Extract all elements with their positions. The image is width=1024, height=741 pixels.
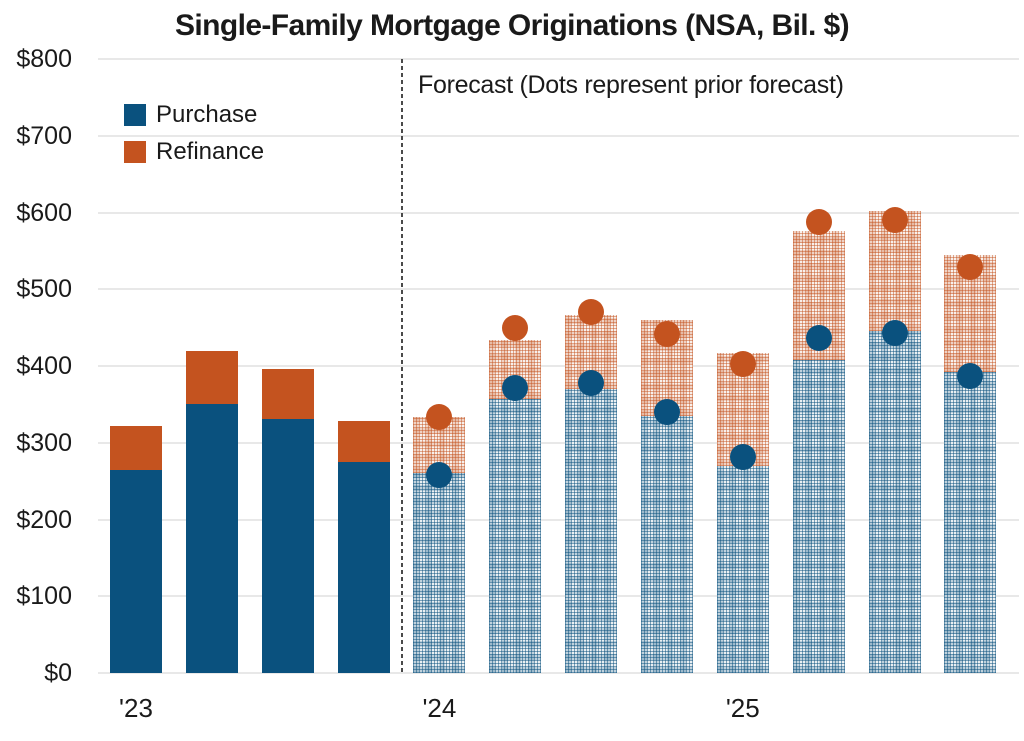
purchase-segment-25q1 bbox=[716, 465, 769, 673]
gridline-300 bbox=[98, 441, 1019, 444]
y-axis-labels: $0 $100 $200 $300 $400 $500 $600 $700 $800 bbox=[0, 45, 72, 687]
purchase-segment-24q1 bbox=[413, 473, 466, 673]
refinance-swatch-icon bbox=[124, 141, 146, 163]
purchase-segment-25q3 bbox=[868, 331, 921, 673]
legend: Purchase Refinance bbox=[124, 101, 264, 166]
y-tick-label-800: $800 bbox=[16, 45, 72, 73]
prior-forecast-total-dot-24q3 bbox=[578, 298, 605, 325]
purchase-segment-23q3 bbox=[261, 418, 314, 673]
bar-24q1 bbox=[413, 59, 466, 673]
gridline-0 bbox=[98, 672, 1019, 674]
purchase-swatch-icon bbox=[124, 104, 146, 126]
x-axis-label-23: '23 bbox=[119, 693, 153, 723]
purchase-segment-25q2 bbox=[792, 359, 845, 673]
bar-23q3 bbox=[261, 59, 314, 673]
y-tick-label-400: $400 bbox=[16, 352, 72, 380]
purchase-segment-23q4 bbox=[337, 461, 390, 673]
gridline-800 bbox=[98, 58, 1019, 60]
prior-forecast-purchase-dot-24q2 bbox=[502, 375, 529, 402]
gridline-600 bbox=[98, 211, 1019, 214]
gridline-500 bbox=[98, 288, 1019, 291]
purchase-segment-25q4 bbox=[944, 372, 997, 673]
prior-forecast-total-dot-25q2 bbox=[805, 209, 832, 236]
y-tick-label-0: $0 bbox=[44, 659, 72, 687]
chart-title: Single-Family Mortgage Originations (NSA… bbox=[174, 9, 850, 42]
gridline-700 bbox=[98, 134, 1019, 137]
purchase-segment-24q4 bbox=[640, 415, 693, 673]
prior-forecast-total-dot-25q3 bbox=[881, 207, 908, 234]
forecast-divider-line bbox=[401, 59, 404, 673]
prior-forecast-purchase-dot-24q3 bbox=[578, 369, 605, 396]
bar-25q3 bbox=[868, 59, 921, 673]
prior-forecast-total-dot-24q2 bbox=[502, 314, 529, 341]
y-tick-label-700: $700 bbox=[16, 121, 72, 150]
forecast-annotation: Forecast (Dots represent prior forecast) bbox=[418, 71, 844, 99]
bar-24q2 bbox=[489, 59, 542, 673]
refinance-segment-23q3 bbox=[261, 369, 314, 419]
x-axis-label-25: '25 bbox=[725, 693, 760, 723]
prior-forecast-purchase-dot-25q2 bbox=[805, 324, 832, 351]
prior-forecast-total-dot-25q4 bbox=[957, 253, 984, 280]
gridline-100 bbox=[98, 595, 1019, 598]
purchase-segment-23q1 bbox=[110, 469, 162, 673]
prior-forecast-total-dot-24q1 bbox=[426, 403, 453, 430]
bar-23q1 bbox=[110, 59, 162, 673]
x-axis-label-24: '24 bbox=[422, 693, 457, 723]
plot-area: Forecast (Dots represent prior forecast)… bbox=[98, 58, 1019, 723]
prior-forecast-purchase-dot-25q4 bbox=[957, 362, 984, 389]
prior-forecast-purchase-dot-24q1 bbox=[426, 461, 453, 488]
legend-item-purchase: Purchase bbox=[124, 101, 264, 129]
bar-24q4 bbox=[640, 59, 693, 673]
bar-24q3 bbox=[565, 59, 618, 673]
gridline-200 bbox=[98, 518, 1019, 521]
purchase-segment-24q3 bbox=[565, 389, 618, 673]
bar-25q2 bbox=[792, 59, 845, 673]
legend-label-refinance: Refinance bbox=[156, 138, 265, 165]
y-tick-label-600: $600 bbox=[16, 198, 72, 227]
bar-23q2 bbox=[185, 59, 238, 673]
legend-item-refinance: Refinance bbox=[124, 138, 264, 166]
y-tick-label-200: $200 bbox=[16, 505, 72, 534]
prior-forecast-total-dot-24q4 bbox=[653, 320, 680, 347]
prior-forecast-purchase-dot-24q4 bbox=[653, 399, 680, 426]
prior-forecast-purchase-dot-25q3 bbox=[881, 319, 908, 346]
y-tick-label-100: $100 bbox=[16, 582, 72, 611]
prior-forecast-purchase-dot-25q1 bbox=[729, 444, 756, 471]
gridline-400 bbox=[98, 365, 1019, 367]
prior-forecast-total-dot-25q1 bbox=[729, 350, 756, 377]
purchase-segment-24q2 bbox=[489, 399, 542, 673]
legend-label-purchase: Purchase bbox=[156, 101, 258, 128]
refinance-segment-23q2 bbox=[185, 350, 238, 405]
y-tick-label-500: $500 bbox=[16, 275, 72, 304]
y-tick-label-300: $300 bbox=[16, 428, 72, 457]
purchase-segment-23q2 bbox=[185, 404, 238, 673]
bar-23q4 bbox=[337, 59, 390, 673]
refinance-segment-23q4 bbox=[337, 420, 390, 462]
refinance-segment-23q1 bbox=[110, 425, 162, 470]
